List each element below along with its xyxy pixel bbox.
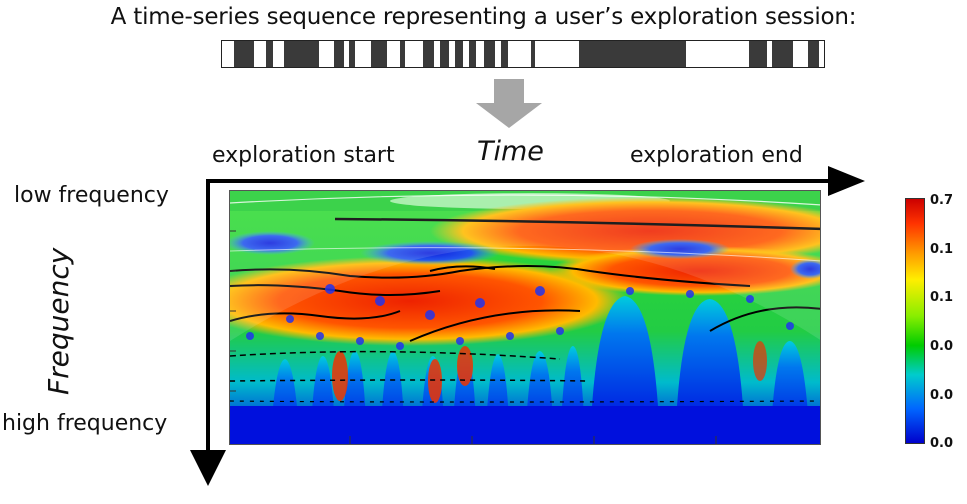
sequence-block (234, 41, 254, 67)
time-axis-label: Time (477, 136, 544, 167)
figure-title: A time-series sequence representing a us… (110, 4, 857, 30)
sequence-block (284, 41, 319, 67)
sequence-block (531, 41, 535, 67)
high-frequency-label: high frequency (2, 411, 168, 436)
down-arrow-icon (476, 79, 542, 128)
sequence-block (501, 41, 508, 67)
sequence-block (440, 41, 449, 67)
exploration-start-label: exploration start (212, 143, 395, 168)
sequence-block (455, 41, 463, 67)
low-frequency-label: low frequency (14, 183, 169, 208)
sequence-block (423, 41, 434, 67)
sequence-block (772, 41, 793, 67)
sequence-block (469, 41, 476, 67)
sequence-block (749, 41, 767, 67)
sequence-block (484, 41, 495, 67)
sequence-block (334, 41, 344, 67)
session-sequence-bar (221, 40, 825, 68)
colorbar-tick: 0.1 (930, 242, 954, 257)
sequence-block (400, 41, 405, 67)
sequence-block (371, 41, 387, 67)
colorbar-tick: 0.0 (930, 436, 954, 451)
sequence-block (808, 41, 819, 67)
colorbar-tick: 0.7 (930, 193, 954, 208)
colorbar-tick: 0.0 (930, 388, 954, 403)
colorbar-tick: 0.1 (930, 290, 954, 305)
exploration-end-label: exploration end (630, 143, 803, 168)
wavelet-spectrogram (229, 190, 821, 445)
colorbar (905, 198, 925, 444)
sequence-block (579, 41, 686, 67)
sequence-block (349, 41, 355, 67)
time-axis-arrowhead-icon (828, 166, 865, 196)
frequency-axis-arrowhead-icon (190, 450, 226, 486)
sequence-block (266, 41, 273, 67)
colorbar-tick: 0.0 (930, 339, 954, 354)
